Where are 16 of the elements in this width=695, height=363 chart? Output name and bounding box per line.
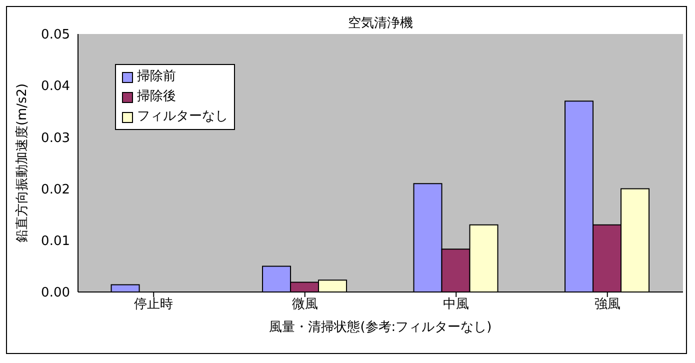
- legend-label: 掃除後: [137, 88, 176, 106]
- x-tick-label: 微風: [292, 297, 318, 312]
- y-tick-label: 0.04: [41, 79, 70, 94]
- y-axis-title: 鉛直方向振動加速度(m/s2): [14, 83, 31, 243]
- y-tick-label: 0.01: [41, 234, 70, 250]
- legend-label: フィルターなし: [137, 108, 228, 126]
- y-tick-label: 0.03: [41, 130, 70, 146]
- x-axis-title: 風量・清掃状態(参考:フィルターなし): [268, 319, 493, 336]
- y-tick-label: 0.00: [41, 286, 70, 301]
- y-tick-label: 0.05: [41, 28, 70, 43]
- y-tick-label: 0.02: [41, 182, 70, 198]
- x-tick-label: 中風: [443, 297, 470, 312]
- x-tick-label: 停止時: [134, 297, 174, 312]
- legend-label: 掃除前: [137, 68, 176, 86]
- chart-title: 空気清浄機: [347, 15, 414, 32]
- x-tick-label: 強風: [594, 297, 620, 312]
